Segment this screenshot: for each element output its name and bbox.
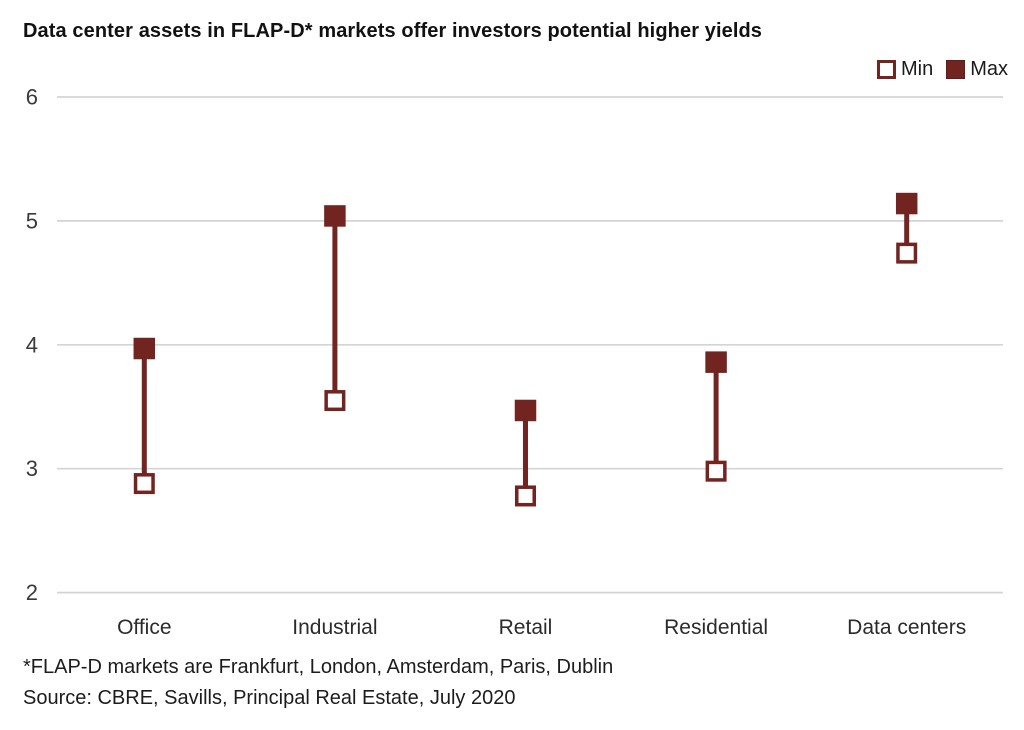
min-marker-office <box>133 473 155 495</box>
chart-title: Data center assets in FLAP-D* markets of… <box>23 20 763 42</box>
max-marker-retail <box>514 399 537 422</box>
x-category-label-data-centers: Data centers <box>847 616 966 639</box>
max-marker-data-centers <box>895 192 918 215</box>
legend-max-swatch-icon <box>946 60 966 79</box>
max-marker-office <box>133 337 156 360</box>
x-category-label-retail: Retail <box>499 616 553 639</box>
x-category-label-office: Office <box>117 616 171 639</box>
max-marker-industrial <box>324 205 346 227</box>
y-tick-label-6: 6 <box>26 85 38 110</box>
min-marker-retail <box>515 485 536 507</box>
y-tick-label-5: 5 <box>26 208 38 233</box>
y-tick-label-4: 4 <box>26 332 38 357</box>
min-marker-industrial <box>324 390 346 412</box>
chart-legend: Min Max <box>876 58 1008 81</box>
x-category-label-industrial: Industrial <box>292 616 377 639</box>
min-marker-residential <box>705 460 727 482</box>
chart-footnotes: *FLAP-D markets are Frankfurt, London, A… <box>23 652 613 714</box>
legend-max-label: Max <box>970 58 1008 80</box>
y-tick-label-3: 3 <box>26 456 38 481</box>
yield-range-chart: 2 3 4 5 6 Office Industrial Retail Residential Da… <box>26 85 1003 639</box>
y-tick-label-2: 2 <box>26 580 38 605</box>
min-marker-data-centers <box>896 242 918 264</box>
max-marker-residential <box>705 351 727 373</box>
footnote-source: Source: CBRE, Savills, Principal Real Es… <box>23 687 516 709</box>
footnote-flapd: *FLAP-D markets are Frankfurt, London, A… <box>23 656 614 678</box>
legend-min-swatch-icon <box>876 60 896 79</box>
x-category-label-residential: Residential <box>664 616 768 639</box>
legend-min-label: Min <box>900 58 934 80</box>
